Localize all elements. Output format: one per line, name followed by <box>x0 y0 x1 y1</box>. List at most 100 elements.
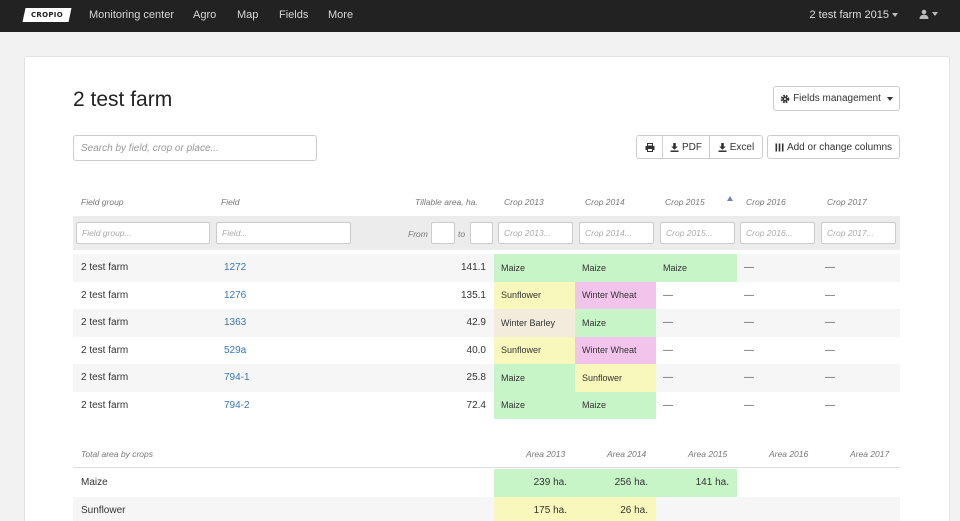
field-link[interactable]: 794-1 <box>224 372 250 384</box>
crop-2013-filter[interactable] <box>498 222 573 244</box>
field-group-cell: 2 test farm <box>81 262 129 274</box>
crop-cell: Winter Barley <box>494 309 575 337</box>
print-icon <box>645 142 654 152</box>
area-to-input[interactable] <box>470 222 493 244</box>
field-filter[interactable] <box>216 222 351 244</box>
header-area-2016: Area 2016 <box>769 449 809 459</box>
empty-crop-cell: — <box>744 399 754 411</box>
crop-cell: Maize <box>494 391 575 419</box>
excel-label: Excel <box>729 141 755 153</box>
cropio-logo[interactable]: CROPIO <box>22 8 72 22</box>
field-link[interactable]: 1272 <box>224 262 247 274</box>
header-area-2015: Area 2015 <box>688 449 728 459</box>
totals-divider <box>73 467 900 468</box>
chevron-down-icon <box>886 96 893 101</box>
crop-cell: Sunflower <box>494 336 575 364</box>
crop-2014-filter[interactable] <box>579 222 654 244</box>
crop-2015-filter[interactable] <box>660 222 735 244</box>
area-to-label: to <box>458 229 466 239</box>
crop-2017-filter[interactable] <box>821 222 896 244</box>
nav-more[interactable]: More <box>328 9 354 21</box>
table-row[interactable]: 2 test farm 794-2 72.4 Maize Maize — — — <box>73 391 900 419</box>
download-icon <box>718 142 727 152</box>
field-group-cell: 2 test farm <box>81 344 129 356</box>
totals-area-cell: 141 ha. <box>656 469 737 497</box>
field-link[interactable]: 1363 <box>224 317 247 329</box>
empty-crop-cell: — <box>825 372 835 384</box>
totals-row: Maize 239 ha. 256 ha. 141 ha. <box>73 469 900 497</box>
empty-crop-cell: — <box>744 317 754 329</box>
header-crop-2017[interactable]: Crop 2017 <box>827 197 867 207</box>
farm-selector-label: 2 test farm 2015 <box>809 9 890 21</box>
table-row[interactable]: 2 test farm 1272 141.1 Maize Maize Maize — — <box>73 254 900 282</box>
empty-crop-cell: — <box>825 399 835 411</box>
field-group-filter[interactable] <box>76 222 210 244</box>
empty-crop-cell: — <box>663 372 673 384</box>
add-change-columns-button[interactable]: Add or change columns <box>767 135 900 159</box>
header-crop-2013[interactable]: Crop 2013 <box>504 197 544 207</box>
field-group-cell: 2 test farm <box>81 399 129 411</box>
header-crop-2016[interactable]: Crop 2016 <box>746 197 786 207</box>
tillable-area-cell: 42.9 <box>466 317 486 329</box>
nav-agro[interactable]: Agro <box>193 9 217 21</box>
crop-cell: Sunflower <box>494 281 575 309</box>
totals-area-cell: 26 ha. <box>575 496 656 521</box>
crop-cell: Maize <box>494 364 575 392</box>
crop-cell: Maize <box>575 309 656 337</box>
header-crop-2014[interactable]: Crop 2014 <box>585 197 625 207</box>
table-row[interactable]: 2 test farm 1276 135.1 Sunflower Winter Whea… <box>73 281 900 309</box>
field-group-cell: 2 test farm <box>81 317 129 329</box>
field-link[interactable]: 529a <box>224 344 247 356</box>
chevron-down-icon <box>932 12 938 16</box>
farm-selector[interactable]: 2 test farm 2015 <box>809 9 898 21</box>
pdf-button[interactable]: PDF <box>662 135 710 159</box>
tillable-area-cell: 40.0 <box>466 344 486 356</box>
page-title: 2 test farm <box>73 88 173 111</box>
empty-crop-cell: — <box>744 289 754 301</box>
crop-2016-filter[interactable] <box>740 222 815 244</box>
tillable-area-cell: 72.4 <box>466 399 486 411</box>
crop-cell: Maize <box>656 254 737 282</box>
empty-crop-cell: — <box>825 289 835 301</box>
header-area-2017: Area 2017 <box>850 449 890 459</box>
tillable-area-cell: 25.8 <box>466 372 486 384</box>
user-menu[interactable] <box>919 9 938 19</box>
empty-crop-cell: — <box>663 289 673 301</box>
nav-map[interactable]: Map <box>237 9 259 21</box>
main-card <box>24 56 950 521</box>
empty-crop-cell: — <box>744 372 754 384</box>
search-input[interactable] <box>73 135 317 161</box>
fields-management-button[interactable]: Fields management <box>773 86 900 111</box>
header-crop-2015[interactable]: Crop 2015 <box>665 197 705 207</box>
add-change-columns-label: Add or change columns <box>786 141 893 153</box>
print-button[interactable] <box>636 135 663 159</box>
crop-cell: Maize <box>575 391 656 419</box>
empty-crop-cell: — <box>663 344 673 356</box>
empty-crop-cell: — <box>663 399 673 411</box>
table-row[interactable]: 2 test farm 794-1 25.8 Maize Sunflower — — — <box>73 364 900 392</box>
user-icon <box>919 9 929 19</box>
field-group-cell: 2 test farm <box>81 289 129 301</box>
field-link[interactable]: 794-2 <box>224 399 250 411</box>
total-area-label: Total area by crops <box>81 449 153 459</box>
fields-management-label: Fields management <box>793 93 881 104</box>
crop-cell: Winter Wheat <box>575 281 656 309</box>
excel-button[interactable]: Excel <box>709 135 763 159</box>
header-field[interactable]: Field <box>221 197 240 207</box>
table-row[interactable]: 2 test farm 529a 40.0 Sunflower Winter Wheat… <box>73 336 900 364</box>
header-field-group[interactable]: Field group <box>81 197 124 207</box>
totals-row: Sunflower 175 ha. 26 ha. <box>73 496 900 521</box>
header-tillable-area[interactable]: Tillable area, ha. <box>415 197 478 207</box>
totals-crop-name: Maize <box>81 477 108 489</box>
totals-area-cell: 256 ha. <box>575 469 656 497</box>
table-row[interactable]: 2 test farm 1363 42.9 Winter Barley Maize — — — <box>73 309 900 337</box>
nav-fields[interactable]: Fields <box>279 9 309 21</box>
area-from-input[interactable] <box>431 222 455 244</box>
totals-crop-name: Sunflower <box>81 504 126 516</box>
empty-crop-cell: — <box>744 344 754 356</box>
pdf-label: PDF <box>682 141 702 153</box>
chevron-down-icon <box>892 13 898 18</box>
tillable-area-cell: 141.1 <box>460 262 486 274</box>
nav-monitoring-center[interactable]: Monitoring center <box>89 9 174 21</box>
field-link[interactable]: 1276 <box>224 289 247 301</box>
